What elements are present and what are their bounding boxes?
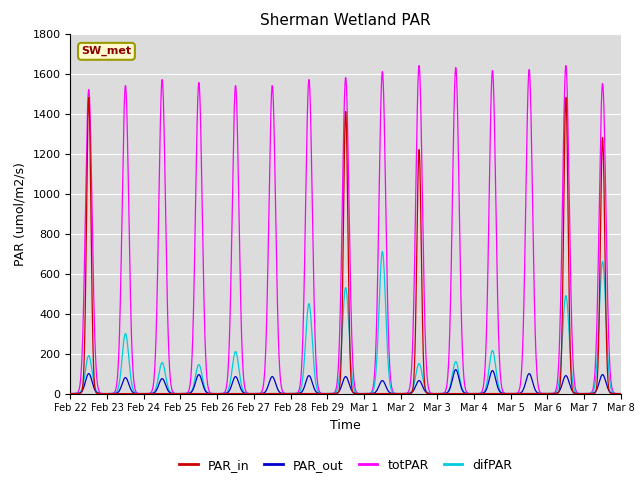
- Legend: PAR_in, PAR_out, totPAR, difPAR: PAR_in, PAR_out, totPAR, difPAR: [174, 454, 517, 477]
- Title: Sherman Wetland PAR: Sherman Wetland PAR: [260, 13, 431, 28]
- Y-axis label: PAR (umol/m2/s): PAR (umol/m2/s): [14, 162, 27, 265]
- Text: SW_met: SW_met: [81, 46, 132, 57]
- X-axis label: Time: Time: [330, 419, 361, 432]
